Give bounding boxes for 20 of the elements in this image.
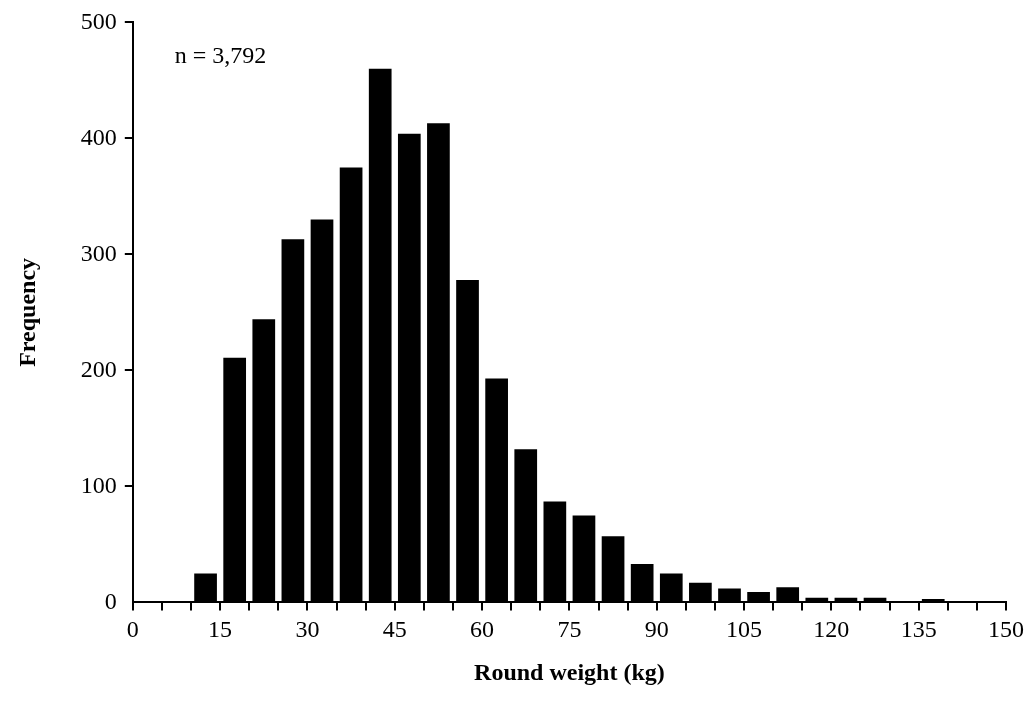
x-tick-label: 105 bbox=[726, 616, 763, 643]
x-tick-label: 15 bbox=[208, 616, 233, 643]
x-tick-label: 0 bbox=[126, 616, 139, 643]
x-tick-label: 60 bbox=[470, 616, 495, 643]
x-tick-label: 150 bbox=[988, 616, 1024, 643]
y-axis-title: Frequency bbox=[13, 257, 40, 367]
x-tick-label: 30 bbox=[295, 616, 320, 643]
x-tick-label: 90 bbox=[644, 616, 669, 643]
y-tick-label: 400 bbox=[80, 123, 117, 150]
y-tick-label: 300 bbox=[80, 239, 117, 266]
y-tick-label: 200 bbox=[80, 355, 117, 382]
x-tick-label: 120 bbox=[813, 616, 850, 643]
x-tick-label: 45 bbox=[382, 616, 407, 643]
y-tick-label: 0 bbox=[104, 587, 117, 614]
x-tick-label: 75 bbox=[557, 616, 582, 643]
x-tick-label: 135 bbox=[900, 616, 937, 643]
y-tick-label: 500 bbox=[80, 7, 117, 34]
annotation: n = 3,792 bbox=[174, 41, 267, 68]
y-tick-label: 100 bbox=[80, 471, 117, 498]
x-axis-title: Round weight (kg) bbox=[474, 658, 665, 685]
